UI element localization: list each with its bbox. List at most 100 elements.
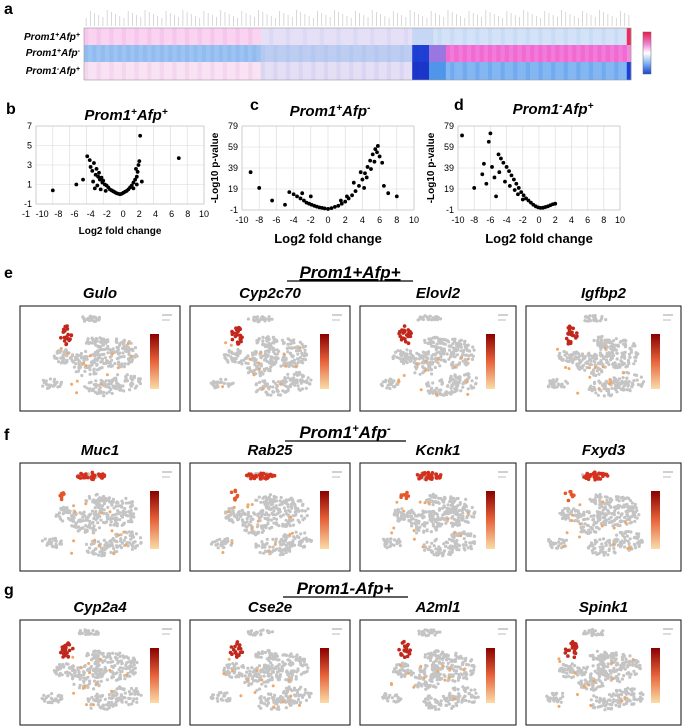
tsne-cell — [595, 319, 599, 323]
tsne-cell — [88, 679, 92, 683]
heatmap-cell — [399, 45, 405, 62]
tsne-cell — [287, 547, 292, 551]
tsne-cell — [558, 383, 562, 387]
tsne-cell — [599, 389, 603, 393]
tsne-cell — [286, 505, 290, 509]
tsne-cell — [93, 342, 97, 346]
tsne-cell — [130, 378, 134, 382]
tsne-cell — [103, 521, 107, 525]
tsne-cell-low — [92, 703, 95, 707]
volcano-point — [81, 177, 85, 182]
tsne-cell — [437, 501, 441, 505]
tsne-cell — [56, 700, 60, 704]
tsne-cell — [263, 549, 268, 553]
tsne-cell — [268, 348, 272, 352]
tsne-cell — [271, 500, 275, 504]
tsne-cell — [68, 666, 72, 670]
tsne-cell — [307, 538, 311, 542]
tsne-cell-low — [578, 503, 582, 507]
tsne-cell — [121, 346, 125, 350]
tsne-cell-low — [97, 543, 101, 547]
tsne-cell — [439, 317, 443, 321]
tsne-cell-low — [100, 382, 104, 386]
tsne-cell — [586, 531, 590, 536]
volcano-point — [90, 168, 95, 173]
tsne-cell — [111, 500, 115, 504]
heatmap-row-label-1: Prom1+Afp+ — [24, 32, 80, 44]
tsne-cell — [309, 378, 313, 382]
tsne-cell — [590, 527, 594, 531]
volcano-point — [103, 188, 108, 193]
tsne-cell-expressing — [102, 473, 107, 478]
tsne-cell — [434, 547, 438, 551]
volcano-point — [480, 172, 485, 177]
heatmap-cell — [92, 62, 97, 80]
tsne-cell — [88, 519, 92, 524]
tsne-cell — [216, 385, 220, 389]
tsne-cell — [264, 357, 268, 361]
tsne-cell — [227, 516, 231, 520]
tsne-cell — [418, 525, 422, 529]
heatmap-cell — [126, 45, 131, 62]
tsne-cell — [118, 518, 122, 522]
tsne-cell — [465, 377, 470, 381]
heatmap-cell — [370, 28, 375, 45]
tsne-cell — [454, 363, 459, 367]
tsne-cell — [450, 550, 454, 554]
tsne-cell — [263, 513, 267, 517]
tsne-cell — [589, 541, 594, 545]
tsne-cell — [608, 543, 612, 547]
tsne-cell — [429, 549, 433, 553]
tsne-cell — [561, 358, 565, 362]
heatmap-cell — [239, 45, 245, 62]
tsne-cell — [627, 352, 632, 356]
tsne-cell-low — [628, 546, 632, 550]
tsne-cell — [111, 651, 115, 655]
tsne-cell — [111, 384, 115, 388]
tsne-cell — [605, 360, 609, 365]
tsne-cell — [218, 537, 222, 541]
tsne-cell — [75, 357, 79, 361]
tsne-cell — [252, 319, 257, 323]
tsne-cell — [68, 356, 72, 360]
tsne-cell — [50, 692, 54, 696]
heatmap-cell — [344, 28, 350, 45]
volcano-point — [92, 186, 97, 191]
tsne-cell — [132, 672, 136, 676]
tsne-cell — [596, 338, 600, 342]
tsne-cell — [558, 537, 562, 541]
heatmap-cell — [88, 45, 93, 62]
y-tick-label: -1 — [230, 205, 238, 215]
heatmap-cell — [311, 28, 316, 45]
tsne-cell — [464, 346, 468, 350]
heatmap-cell — [378, 62, 384, 80]
heatmap-cell — [462, 62, 468, 80]
tsne-cell — [261, 342, 265, 346]
tsne-cell-expressing — [67, 642, 72, 647]
tsne-cell — [627, 508, 631, 512]
tsne-cell — [594, 391, 598, 395]
heatmap-cell — [479, 62, 485, 80]
tsne-cell — [90, 551, 94, 555]
tsne-cell — [98, 386, 102, 390]
heatmap-cell — [281, 62, 287, 80]
tsne-cell — [112, 672, 116, 676]
heatmap-cell — [172, 62, 177, 80]
heatmap-cell — [130, 28, 135, 45]
tsne-cell — [557, 544, 561, 548]
tsne-cell-expressing — [231, 331, 236, 335]
tsne-cell — [628, 388, 632, 392]
tsne-cell — [261, 335, 265, 339]
tsne-cell-expressing — [60, 493, 64, 498]
tsne-cell — [268, 367, 272, 371]
volcano-point — [514, 181, 519, 186]
tsne-cell — [118, 673, 122, 677]
volcano-point — [136, 163, 141, 167]
heatmap-cell — [534, 62, 539, 80]
tsne-cell — [95, 368, 100, 372]
tsne-cell — [428, 545, 432, 549]
tsne-cell — [413, 358, 417, 362]
y-tick-label: 39 — [228, 163, 238, 173]
x-tick-label: 2 — [553, 215, 558, 225]
volcano-point — [520, 197, 525, 202]
